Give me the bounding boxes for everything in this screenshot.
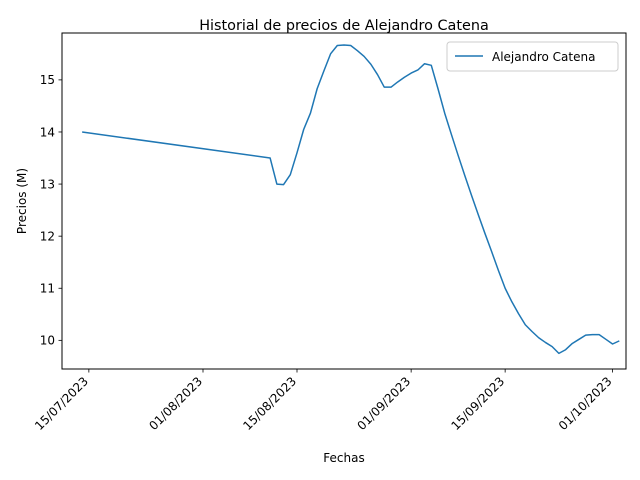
y-tick-label: 12 (40, 229, 55, 243)
legend-label: Alejandro Catena (492, 50, 595, 64)
legend: Alejandro Catena (446, 41, 619, 72)
y-axis-label: Precios (M) (15, 168, 29, 234)
y-tick-label: 15 (40, 73, 55, 87)
y-tick-label: 13 (40, 177, 55, 191)
y-tick-label: 14 (40, 125, 55, 139)
chart-title: Historial de precios de Alejandro Catena (199, 18, 489, 34)
plot-frame (61, 32, 627, 370)
y-tick-label: 10 (40, 334, 55, 348)
y-tick-label: 11 (40, 282, 55, 296)
series-line (82, 44, 620, 355)
legend-box (446, 41, 619, 72)
x-axis-label: Fechas (323, 451, 364, 465)
